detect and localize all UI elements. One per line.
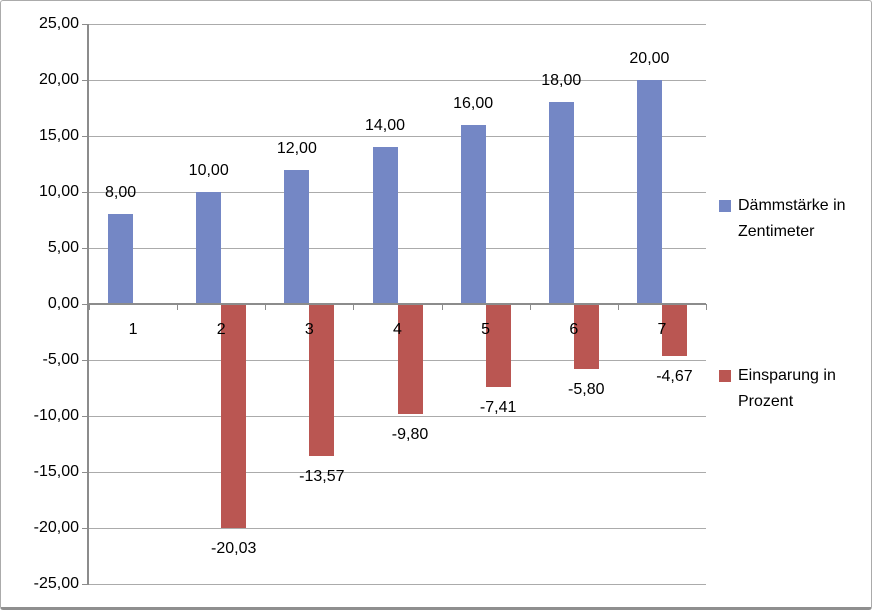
legend-item-daemmstaerke: Dämmstärke in Zentimeter xyxy=(719,193,869,245)
bar-einsparung-6 xyxy=(573,304,599,369)
category-label: 6 xyxy=(569,321,579,338)
gridline xyxy=(89,584,706,585)
gridline xyxy=(89,248,706,249)
data-label-daemmstaerke-7: 20,00 xyxy=(629,50,670,67)
gridline xyxy=(89,80,706,81)
x-axis-tick xyxy=(176,304,178,310)
y-axis-line xyxy=(87,24,89,585)
data-label-daemmstaerke-6: 18,00 xyxy=(541,72,582,90)
category-label: 5 xyxy=(481,321,491,338)
y-axis-tick xyxy=(82,528,87,529)
y-axis-tick-label: -10,00 xyxy=(33,407,79,424)
data-label-einsparung-5: -7,41 xyxy=(479,398,517,416)
bar-daemmstaerke-7 xyxy=(636,80,662,304)
legend-swatch-daemmstaerke xyxy=(719,200,731,212)
legend: Dämmstärke in Zentimeter Einsparung in Pr… xyxy=(719,1,869,607)
category-label: 3 xyxy=(304,321,314,338)
bar-einsparung-7 xyxy=(661,304,687,357)
gridline xyxy=(89,528,706,529)
y-axis-tick xyxy=(82,192,87,193)
data-label-einsparung-4: -9,80 xyxy=(391,425,429,443)
y-axis-tick xyxy=(82,24,87,25)
y-axis-tick-label: 0,00 xyxy=(47,295,79,312)
gridline xyxy=(89,192,706,193)
y-axis-tick-label: 20,00 xyxy=(38,71,79,88)
legend-label: Dämmstärke in Zentimeter xyxy=(738,197,846,240)
plot-area: 1 8,00 2 10,00 -20,03 3 12,00 -13,57 4 14,00 -9,80… xyxy=(82,24,707,585)
y-axis-tick xyxy=(82,80,87,81)
x-axis-tick xyxy=(264,304,266,310)
bar-einsparung-5 xyxy=(485,304,511,387)
y-axis-tick xyxy=(82,360,87,361)
x-axis-tick xyxy=(441,304,443,310)
data-label-einsparung-3: -13,57 xyxy=(299,467,345,485)
bar-daemmstaerke-4 xyxy=(372,147,398,304)
y-axis-tick-label: 15,00 xyxy=(38,127,79,144)
data-label-daemmstaerke-1: 8,00 xyxy=(105,184,137,202)
y-axis-tick xyxy=(82,472,87,473)
y-axis-tick-label: 5,00 xyxy=(47,239,79,256)
legend-swatch-einsparung xyxy=(719,370,731,382)
gridline xyxy=(89,416,706,417)
bar-daemmstaerke-6 xyxy=(548,102,574,304)
y-axis-tick-label: -25,00 xyxy=(33,575,79,592)
y-axis-tick xyxy=(82,304,87,305)
y-axis-tick xyxy=(82,136,87,137)
x-axis-zero-line xyxy=(89,303,706,305)
gridline xyxy=(89,136,706,137)
data-label-einsparung-6: -5,80 xyxy=(568,380,605,398)
y-axis-tick-label: -5,00 xyxy=(42,351,79,368)
category-label: 2 xyxy=(216,321,226,338)
y-axis-tick xyxy=(82,248,87,249)
bar-daemmstaerke-5 xyxy=(460,124,486,304)
y-axis-tick-label: 25,00 xyxy=(38,15,79,32)
bar-daemmstaerke-1 xyxy=(108,214,134,304)
y-axis-tick-label: -15,00 xyxy=(33,463,79,480)
bar-einsparung-4 xyxy=(397,304,423,414)
bar-daemmstaerke-3 xyxy=(284,169,310,304)
y-axis-tick-label: 10,00 xyxy=(38,183,79,200)
data-label-daemmstaerke-5: 16,00 xyxy=(453,94,494,112)
x-axis-tick xyxy=(352,304,354,310)
x-axis-tick xyxy=(529,304,531,310)
x-axis-tick xyxy=(617,304,619,310)
gridline xyxy=(89,472,706,473)
y-axis-tick-label: -20,00 xyxy=(33,519,79,536)
legend-item-einsparung: Einsparung in Prozent xyxy=(719,363,869,415)
x-axis-tick xyxy=(88,304,90,310)
legend-label: Einsparung in Prozent xyxy=(738,367,836,410)
data-label-daemmstaerke-2: 10,00 xyxy=(188,162,229,179)
y-axis-tick xyxy=(82,584,87,585)
bar-einsparung-3 xyxy=(309,304,335,456)
data-label-einsparung-2: -20,03 xyxy=(211,540,257,558)
data-label-einsparung-7: -4,67 xyxy=(656,368,693,386)
y-axis-tick xyxy=(82,416,87,417)
bar-einsparung-2 xyxy=(221,304,247,529)
data-label-daemmstaerke-4: 14,00 xyxy=(364,117,406,135)
category-label: 1 xyxy=(128,321,138,338)
bar-daemmstaerke-2 xyxy=(196,192,222,304)
data-label-daemmstaerke-3: 12,00 xyxy=(276,139,317,157)
category-label: 7 xyxy=(657,321,667,338)
y-axis-labels: 25,00 20,00 15,00 10,00 5,00 0,00 -5,00 -10,00 -… xyxy=(1,15,79,592)
category-label: 4 xyxy=(393,321,402,338)
gridline xyxy=(89,24,706,25)
x-axis-tick xyxy=(705,304,707,310)
